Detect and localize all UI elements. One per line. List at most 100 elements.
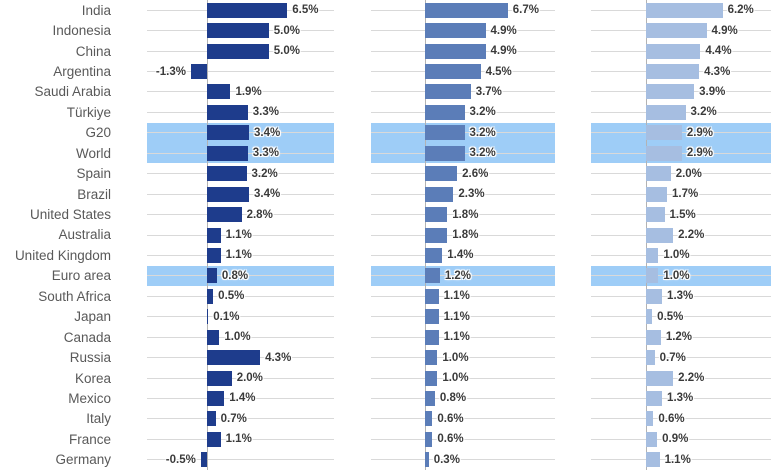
bar-right-panel-spain xyxy=(646,166,671,182)
bar-left-panel-south-africa xyxy=(207,288,214,304)
value-label: 1.5% xyxy=(669,208,696,221)
value-label: 1.0% xyxy=(663,269,690,282)
value-label: 1.0% xyxy=(663,249,690,262)
bar-right-panel-saudi-arabia xyxy=(646,84,695,100)
value-label: 1.1% xyxy=(225,249,252,262)
gridline xyxy=(371,254,555,256)
bar-right-panel-indonesia xyxy=(646,23,707,39)
value-label: 2.2% xyxy=(678,229,705,241)
value-label: 1.1% xyxy=(443,310,470,323)
gridline xyxy=(147,234,334,236)
gridline xyxy=(371,214,555,216)
value-label: 3.2% xyxy=(690,106,717,119)
bar-middle-panel-world xyxy=(425,145,465,161)
gridline xyxy=(147,295,334,297)
category-label-italy: Italy xyxy=(86,411,111,427)
category-label-south-africa: South Africa xyxy=(38,288,111,304)
value-label: 3.4% xyxy=(253,188,281,201)
bar-right-panel-united-states xyxy=(646,207,665,223)
gridline xyxy=(591,214,771,216)
bar-right-panel-china xyxy=(646,43,701,59)
gridline xyxy=(147,71,334,73)
bar-right-panel-italy xyxy=(646,411,654,427)
gridline xyxy=(147,418,334,420)
gridline xyxy=(591,316,771,318)
bar-right-panel-mexico xyxy=(646,390,663,406)
bar-middle-panel-türkiye xyxy=(425,104,465,120)
bar-left-panel-australia xyxy=(207,227,221,243)
category-label-spain: Spain xyxy=(76,166,111,182)
value-label: 3.2% xyxy=(469,106,496,119)
value-label: 6.5% xyxy=(292,4,319,17)
value-label: 0.3% xyxy=(433,453,460,466)
bar-middle-panel-australia xyxy=(425,227,448,243)
bar-middle-panel-saudi-arabia xyxy=(425,84,471,100)
gridline xyxy=(591,418,771,420)
category-label-argentina: Argentina xyxy=(53,64,111,79)
bar-middle-panel-japan xyxy=(425,309,439,325)
value-label: 4.9% xyxy=(490,24,517,37)
gridline xyxy=(591,254,771,256)
category-label-australia: Australia xyxy=(58,227,111,243)
gridline xyxy=(371,418,555,420)
bar-middle-panel-mexico xyxy=(425,390,435,406)
gridline xyxy=(371,234,555,236)
bar-middle-panel-euro-area xyxy=(425,268,440,284)
value-label: 0.6% xyxy=(437,412,464,425)
category-label-india: India xyxy=(81,2,111,18)
bar-middle-panel-united-kingdom xyxy=(425,247,443,263)
gridline xyxy=(147,275,334,277)
value-label: 1.3% xyxy=(667,392,694,405)
bar-right-panel-india xyxy=(646,2,723,18)
gridline xyxy=(147,459,334,461)
gridline xyxy=(591,234,771,236)
value-label: 1.7% xyxy=(671,188,699,201)
value-label: 2.2% xyxy=(678,372,705,385)
value-label: 6.7% xyxy=(512,4,539,17)
value-label: 0.7% xyxy=(220,412,247,425)
gridline xyxy=(147,316,334,318)
bar-left-panel-türkiye xyxy=(207,104,248,120)
bar-right-panel-australia xyxy=(646,227,674,243)
gridline xyxy=(591,336,771,338)
value-label: 1.2% xyxy=(665,331,693,344)
value-label: 2.0% xyxy=(675,167,702,180)
bar-left-panel-euro-area xyxy=(207,268,217,284)
category-label-japan: Japan xyxy=(74,309,111,325)
value-label: 1.0% xyxy=(442,351,469,364)
category-label-world: World xyxy=(75,145,111,161)
gridline xyxy=(371,357,555,359)
bar-right-panel-south-africa xyxy=(646,288,663,304)
bar-right-panel-united-kingdom xyxy=(646,247,659,263)
category-label-china: China xyxy=(75,43,111,59)
value-label: 1.8% xyxy=(452,208,479,221)
category-label-united-kingdom: United Kingdom xyxy=(14,247,111,263)
bar-middle-panel-russia xyxy=(425,350,438,366)
bar-left-panel-italy xyxy=(207,411,216,427)
value-label: 1.3% xyxy=(667,290,694,303)
bar-middle-panel-korea xyxy=(425,370,438,386)
category-label-united-states: United States xyxy=(29,207,111,223)
gridline xyxy=(371,316,555,318)
bar-middle-panel-italy xyxy=(425,411,433,427)
gridline xyxy=(591,459,771,461)
bar-right-panel-russia xyxy=(646,350,655,366)
bar-left-panel-united-kingdom xyxy=(207,247,221,263)
bar-middle-panel-united-states xyxy=(425,207,448,223)
gridline xyxy=(591,357,771,359)
gridline xyxy=(371,459,555,461)
bar-left-panel-world xyxy=(207,145,248,161)
category-label-saudi-arabia: Saudi Arabia xyxy=(34,84,111,100)
bar-middle-panel-canada xyxy=(425,329,439,345)
gridline xyxy=(371,173,555,175)
gridline xyxy=(147,91,334,93)
value-label: 2.3% xyxy=(458,188,485,201)
value-label: 4.9% xyxy=(711,24,738,37)
bar-left-panel-canada xyxy=(207,329,220,345)
gridline xyxy=(371,275,555,277)
value-label: 4.9% xyxy=(490,45,517,58)
bar-left-panel-saudi-arabia xyxy=(207,84,231,100)
bar-right-panel-canada xyxy=(646,329,661,345)
value-label: 0.8% xyxy=(439,392,467,405)
gridline xyxy=(591,397,771,399)
